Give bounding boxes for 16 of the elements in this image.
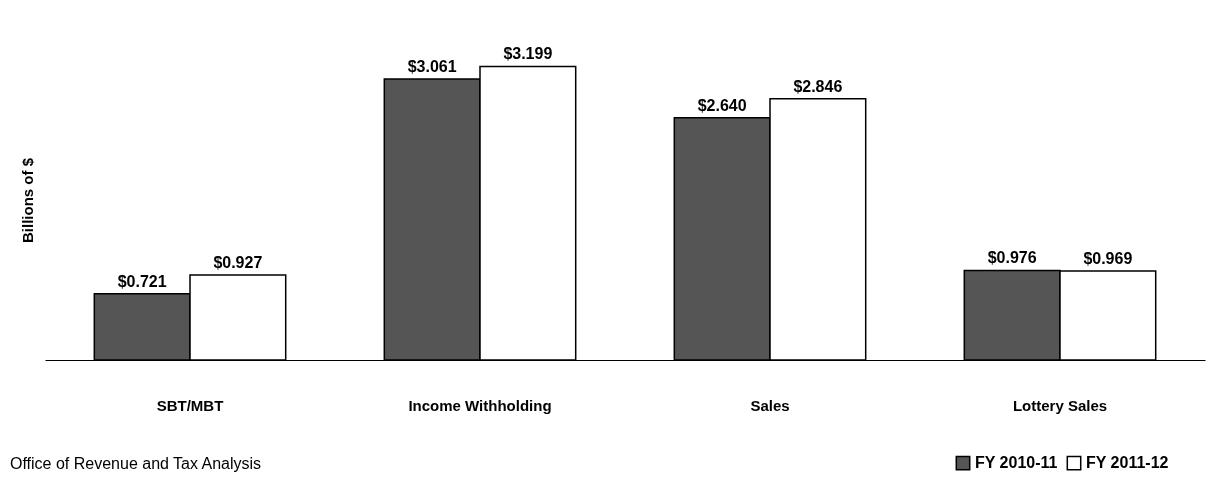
- data-label: $0.969: [1083, 250, 1133, 268]
- data-label: $0.721: [117, 272, 167, 290]
- data-label: $2.846: [793, 77, 843, 95]
- data-label: $3.199: [503, 45, 553, 63]
- data-label: $0.927: [213, 253, 263, 271]
- data-label: $0.976: [987, 249, 1037, 267]
- legend-label: FY 2011-12: [1086, 454, 1169, 472]
- data-label: $2.640: [697, 96, 747, 114]
- data-label: $3.061: [407, 58, 457, 76]
- x-tick-label: Income Withholding: [408, 396, 552, 414]
- x-tick-label: Sales: [750, 396, 790, 414]
- text: Office of Revenue and Tax Analysis: [10, 455, 262, 472]
- x-tick-label: SBT/MBT: [156, 396, 224, 414]
- y-axis-title: Billions of $: [18, 157, 36, 244]
- x-tick-label: Lottery Sales: [1012, 396, 1108, 414]
- legend-label: FY 2010-11: [975, 454, 1058, 472]
